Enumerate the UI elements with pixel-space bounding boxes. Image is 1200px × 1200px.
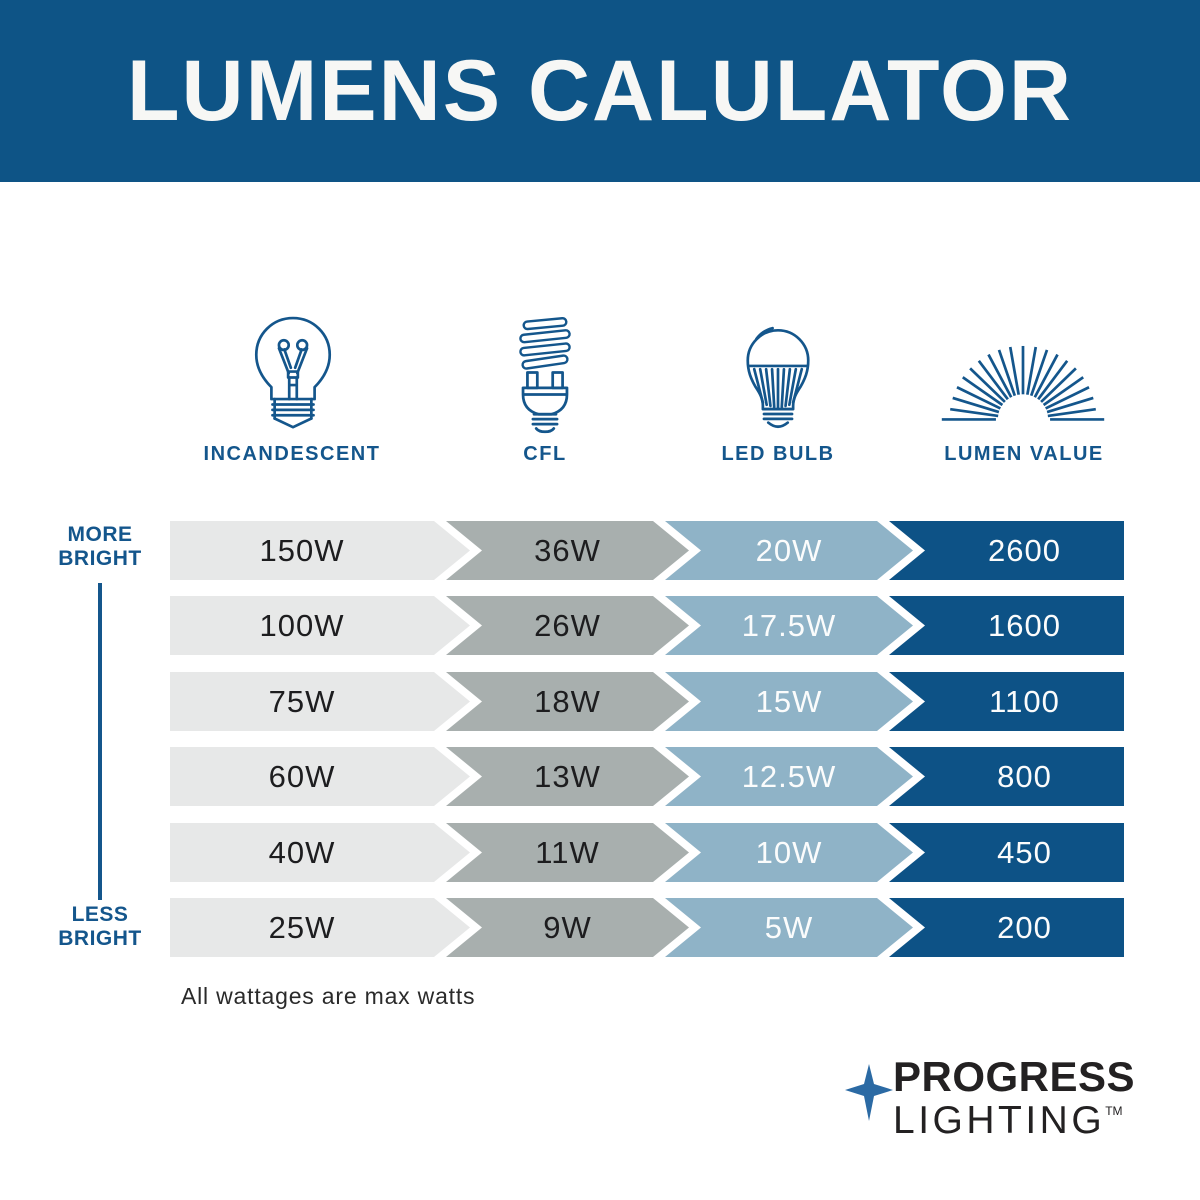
lumens-comparison-table: 150W 36W 20W 2600 100W 26W 17.5W 1600 75… (170, 521, 1124, 958)
logo-text: PROGRESS LIGHTINGTM (893, 1053, 1136, 1142)
page-title: LUMENS CALULATOR (126, 42, 1074, 139)
led-watts-cell: 15W (665, 672, 913, 731)
column-header-lumen-value: LUMEN VALUE (944, 443, 1104, 465)
progress-lighting-logo: PROGRESS LIGHTINGTM (845, 1056, 1155, 1156)
lumen-value-cell: 450 (889, 823, 1124, 882)
more-bright-line1: MORE (67, 523, 133, 546)
table-row: 60W 13W 12.5W 800 (170, 747, 1124, 806)
table-row: 75W 18W 15W 1100 (170, 672, 1124, 731)
incandescent-bulb-icon (227, 293, 359, 433)
led-watts-cell: 10W (665, 823, 913, 882)
logo-name-line1: PROGRESS (893, 1053, 1136, 1100)
cfl-watts-cell: 11W (446, 823, 689, 882)
table-row: 40W 11W 10W 450 (170, 823, 1124, 882)
table-row: 25W 9W 5W 200 (170, 898, 1124, 957)
cfl-bulb-icon (487, 296, 603, 434)
table-row: 150W 36W 20W 2600 (170, 521, 1124, 580)
cfl-watts-cell: 18W (446, 672, 689, 731)
lumen-value-cell: 200 (889, 898, 1124, 957)
cfl-watts-cell: 9W (446, 898, 689, 957)
incandescent-watts-cell: 150W (170, 521, 470, 580)
logo-name-line2: LIGHTINGTM (893, 1099, 1123, 1142)
table-row: 100W 26W 17.5W 1600 (170, 596, 1124, 655)
four-point-star-icon (845, 1064, 893, 1121)
incandescent-watts-cell: 40W (170, 823, 470, 882)
led-watts-cell: 12.5W (665, 747, 913, 806)
less-bright-line2: BRIGHT (58, 927, 142, 951)
more-bright-label: MORE BRIGHT (28, 523, 172, 571)
lumen-value-cell: 1100 (889, 672, 1124, 731)
more-bright-line2: BRIGHT (58, 547, 142, 571)
lumen-value-cell: 800 (889, 747, 1124, 806)
incandescent-watts-cell: 60W (170, 747, 470, 806)
trademark-symbol: TM (1105, 1104, 1123, 1118)
incandescent-watts-cell: 25W (170, 898, 470, 957)
led-watts-cell: 5W (665, 898, 913, 957)
lumen-rays-icon (935, 312, 1111, 430)
led-bulb-icon (720, 298, 836, 434)
less-bright-label: LESS BRIGHT (28, 903, 172, 951)
cfl-watts-cell: 36W (446, 521, 689, 580)
lumen-value-cell: 2600 (889, 521, 1124, 580)
cfl-watts-cell: 13W (446, 747, 689, 806)
column-header-led-bulb: LED BULB (721, 443, 835, 465)
incandescent-watts-cell: 75W (170, 672, 470, 731)
title-banner: LUMENS CALULATOR (0, 0, 1200, 182)
lumen-value-cell: 1600 (889, 596, 1124, 655)
footnote: All wattages are max watts (181, 983, 476, 1009)
incandescent-watts-cell: 100W (170, 596, 470, 655)
column-header-cfl: CFL (523, 443, 567, 465)
led-watts-cell: 17.5W (665, 596, 913, 655)
brightness-scale-line (98, 583, 102, 900)
led-watts-cell: 20W (665, 521, 913, 580)
cfl-watts-cell: 26W (446, 596, 689, 655)
column-header-incandescent: INCANDESCENT (203, 443, 381, 465)
less-bright-line1: LESS (71, 903, 129, 926)
